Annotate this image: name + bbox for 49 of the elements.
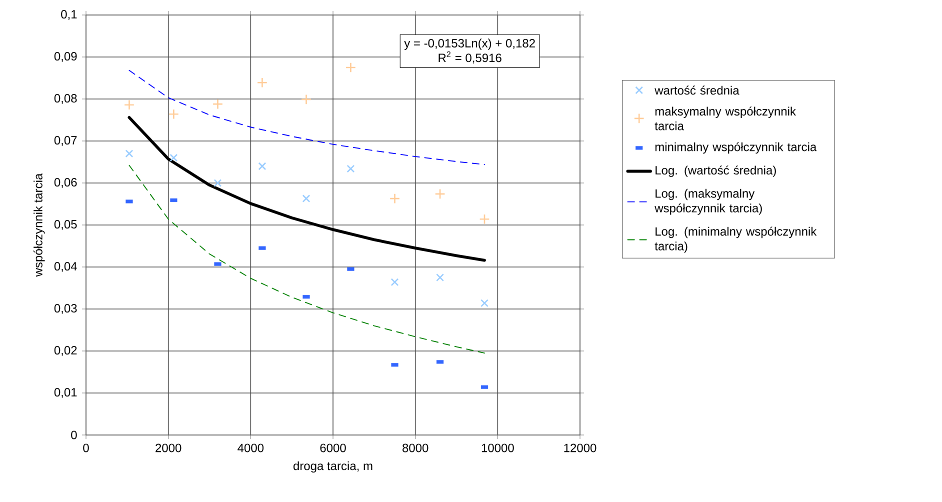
point — [124, 100, 135, 110]
y-tick-label: 0,07 — [54, 136, 77, 146]
y-tick-label: 0,03 — [54, 304, 77, 314]
y-tick-label: 0,08 — [54, 94, 77, 104]
x-tick-label: 2000 — [156, 444, 182, 452]
y-tick-label: 0,05 — [54, 220, 77, 230]
y-tick-label: 0,06 — [54, 178, 77, 188]
legend-label: maksymalny współczynnik tarcia — [654, 106, 796, 130]
legend-label: wartość średnia — [654, 86, 740, 95]
legend-label: Log. (maksymalny współczynnik tarcia) — [654, 188, 762, 215]
x-tick-label: 10000 — [482, 444, 514, 452]
y-tick-label: 0,04 — [54, 262, 77, 272]
point — [212, 98, 224, 110]
line-series — [128, 70, 485, 165]
line-series — [128, 116, 486, 262]
x-tick-label: 6000 — [320, 444, 346, 452]
x-tick-label: 12000 — [564, 444, 596, 452]
y-tick-label: 0,09 — [54, 52, 77, 62]
x-tick-label: 8000 — [402, 444, 428, 452]
point — [170, 154, 178, 162]
y-tick-label: 0,01 — [54, 388, 77, 398]
point — [214, 179, 222, 187]
point — [300, 94, 312, 105]
point — [345, 62, 356, 73]
point — [434, 188, 446, 200]
annotation: y = -0,0153Ln(x) + 0,182 — [404, 38, 535, 50]
point — [479, 214, 490, 224]
point — [302, 194, 310, 202]
y-tick-label: 0 — [71, 430, 77, 440]
point — [125, 150, 134, 158]
y-tick-label: 0,1 — [61, 10, 77, 20]
y-axis-title: współczynnik tarcia — [33, 173, 45, 277]
point — [436, 274, 444, 282]
point — [168, 108, 180, 120]
x-tick-label: 4000 — [238, 444, 264, 452]
point — [480, 299, 488, 308]
point — [256, 77, 268, 88]
point — [389, 193, 400, 204]
annotation: R$^{2}$ = 0,5916 — [438, 51, 502, 64]
line-series — [128, 164, 485, 354]
y-tick-label: 0,02 — [54, 346, 77, 356]
x-axis-title: droga tarcia, m — [293, 461, 372, 473]
point — [390, 278, 399, 286]
legend-label: Log. (wartość średnia) — [656, 166, 776, 177]
legend-label: minimalny współczynnik tarcia — [655, 142, 817, 154]
x-tick-label: 0 — [83, 444, 89, 452]
legend-label: Log. (minimalny współczynnik tarcia) — [654, 226, 817, 253]
point — [258, 162, 266, 170]
point — [346, 164, 355, 173]
